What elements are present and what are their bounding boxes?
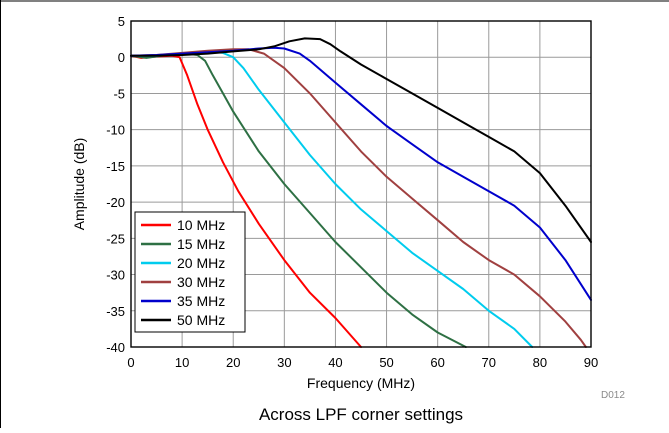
y-tick-label: -35: [106, 304, 125, 319]
x-tick-label: 0: [127, 355, 134, 370]
legend: 10 MHz 15 MHz 20 MHz 30 MHz 35 MHz 50 MHz: [134, 211, 246, 333]
x-tick-label: 40: [328, 355, 342, 370]
y-tick-label: -30: [106, 268, 125, 283]
legend-label: 20 MHz: [177, 255, 225, 271]
series-line: [130, 46, 592, 301]
figure-caption: Across LPF corner settings: [259, 405, 463, 424]
legend-label: 10 MHz: [177, 217, 225, 233]
x-tick-labels: 0 10 20 30 40 50 60 70 80 90: [127, 355, 598, 370]
x-tick-label: 20: [226, 355, 240, 370]
legend-label: 30 MHz: [177, 274, 225, 290]
x-tick-label: 10: [175, 355, 189, 370]
y-tick-label: -15: [106, 159, 125, 174]
x-tick-label: 60: [430, 355, 444, 370]
x-tick-label: 30: [277, 355, 291, 370]
y-tick-label: -10: [106, 123, 125, 138]
series-line: [130, 37, 592, 243]
legend-label: 15 MHz: [177, 236, 225, 252]
y-tick-label: -40: [106, 340, 125, 355]
series-lines: [130, 37, 592, 348]
figure-id: D012: [601, 390, 625, 401]
x-tick-label: 80: [533, 355, 547, 370]
legend-label: 50 MHz: [177, 312, 225, 328]
legend-label: 35 MHz: [177, 293, 225, 309]
plot-area-border: [130, 20, 592, 348]
y-axis-label: Amplitude (dB): [71, 138, 87, 231]
series-line: [130, 48, 587, 348]
x-axis-label: Frequency (MHz): [307, 375, 415, 391]
y-tick-label: 5: [118, 14, 125, 29]
legend-box: [134, 211, 246, 333]
y-tick-label: -5: [113, 86, 125, 101]
x-tick-label: 90: [584, 355, 598, 370]
y-tick-label: -25: [106, 231, 125, 246]
x-tick-label: 70: [482, 355, 496, 370]
y-tick-label: -20: [106, 195, 125, 210]
x-tick-label: 50: [379, 355, 393, 370]
y-tick-labels: 5 0 -5 -10 -15 -20 -25 -30 -35 -40: [106, 14, 125, 355]
y-tick-label: 0: [118, 50, 125, 65]
